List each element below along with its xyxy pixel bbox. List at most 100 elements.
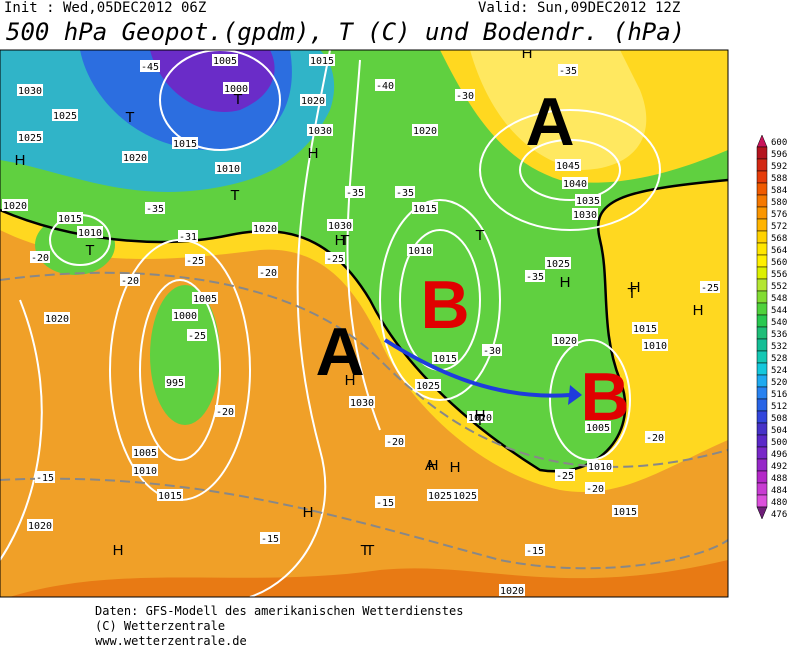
legend-level: 548 — [771, 294, 787, 304]
legend-swatch — [756, 146, 768, 160]
contour-label: 1020 — [253, 224, 277, 235]
label-box — [452, 489, 478, 501]
contour-label: -25 — [188, 331, 206, 342]
contour-label: 1025 — [53, 111, 77, 122]
contour-label: 1010 — [643, 341, 667, 352]
contour-label: 1025 — [18, 133, 42, 144]
contour-label: 1015 — [413, 204, 437, 215]
legend-swatch — [756, 170, 768, 184]
label-box — [482, 344, 502, 356]
contour-label: 1005 — [586, 423, 610, 434]
legend-level: 504 — [771, 426, 787, 436]
warm-zone — [0, 560, 728, 597]
label-box — [178, 230, 198, 242]
legend-level: 560 — [771, 258, 787, 268]
contour-label: 1010 — [78, 228, 102, 239]
label-box — [552, 334, 578, 346]
legend-level: 496 — [771, 450, 787, 460]
legend-swatch — [756, 158, 768, 172]
label-box — [260, 532, 280, 544]
label-box — [395, 186, 415, 198]
contour-label: -31 — [179, 232, 197, 243]
contour-label: 1045 — [556, 161, 580, 172]
legend-level: 492 — [771, 462, 787, 472]
contour-label: -45 — [141, 62, 159, 73]
legend-swatch — [756, 398, 768, 412]
big-label: B — [580, 359, 629, 435]
label-box — [300, 94, 326, 106]
legend-arrow — [756, 506, 768, 520]
legend-level: 584 — [771, 186, 787, 196]
label-box — [555, 469, 575, 481]
pressure-center: T — [360, 542, 369, 559]
legend-level: 520 — [771, 378, 787, 388]
contour-label: -15 — [376, 498, 394, 509]
contour-label: 1025 — [416, 381, 440, 392]
label-box — [585, 482, 605, 494]
legend-swatch — [756, 302, 768, 316]
legend-level: 480 — [771, 498, 787, 508]
label-box — [17, 131, 43, 143]
label-box — [172, 137, 198, 149]
label-box — [587, 460, 613, 472]
legend-level: 476 — [771, 510, 787, 520]
contour-label: -20 — [646, 433, 664, 444]
label-box — [132, 464, 158, 476]
label-box — [27, 519, 53, 531]
legend-level: 580 — [771, 198, 787, 208]
legend-level: 532 — [771, 342, 787, 352]
legend-level: 528 — [771, 354, 787, 364]
contour-label: 1030 — [328, 221, 352, 232]
contour-label: 1015 — [433, 354, 457, 365]
label-box — [525, 544, 545, 556]
legend-swatch — [756, 290, 768, 304]
legend-swatch — [756, 458, 768, 472]
big-label: B — [420, 267, 469, 343]
label-box — [375, 79, 395, 91]
pressure-center: T — [340, 232, 349, 249]
pressure-center: T — [475, 412, 484, 429]
valid-time: Valid: Sun,09DEC2012 12Z — [478, 0, 680, 16]
label-box — [309, 54, 335, 66]
label-box — [17, 84, 43, 96]
contour-label: -20 — [386, 437, 404, 448]
map-title: 500 hPa Geopot.(gpdm), T (C) und Bodendr… — [6, 18, 685, 46]
legend-level: 524 — [771, 366, 787, 376]
label-box — [145, 202, 165, 214]
contour-label: -35 — [396, 188, 414, 199]
legend-swatch — [756, 494, 768, 508]
legend-level: 552 — [771, 282, 787, 292]
contour-label: 1020 — [301, 96, 325, 107]
label-box — [525, 270, 545, 282]
label-box — [258, 266, 278, 278]
contour-label: -25 — [326, 254, 344, 265]
contour-label: 1015 — [158, 491, 182, 502]
contour-label: -35 — [526, 272, 544, 283]
legend-level: 488 — [771, 474, 787, 484]
legend-level: 544 — [771, 306, 787, 316]
contour-label: 1035 — [576, 196, 600, 207]
pressure-center: H — [428, 457, 439, 474]
label-box — [467, 411, 493, 423]
label-box — [120, 274, 140, 286]
pressure-center: T — [627, 285, 636, 302]
contour-label: 1005 — [133, 448, 157, 459]
isotherms — [0, 271, 728, 570]
contour-label: -25 — [186, 256, 204, 267]
552-contour — [0, 178, 728, 473]
legend-level: 600 — [771, 138, 787, 148]
label-box — [215, 405, 235, 417]
pressure-center: T — [230, 187, 239, 204]
label-box — [645, 431, 665, 443]
contour-label: -20 — [31, 253, 49, 264]
pressure-center: H — [308, 145, 319, 162]
label-box — [122, 151, 148, 163]
legend-swatch — [756, 482, 768, 496]
legend-swatch — [756, 314, 768, 328]
label-box — [57, 212, 83, 224]
label-box — [642, 339, 668, 351]
arrow-head — [568, 385, 582, 405]
contour-label: -40 — [376, 81, 394, 92]
legend-swatch — [756, 338, 768, 352]
contour-label: 1020 — [500, 586, 524, 597]
